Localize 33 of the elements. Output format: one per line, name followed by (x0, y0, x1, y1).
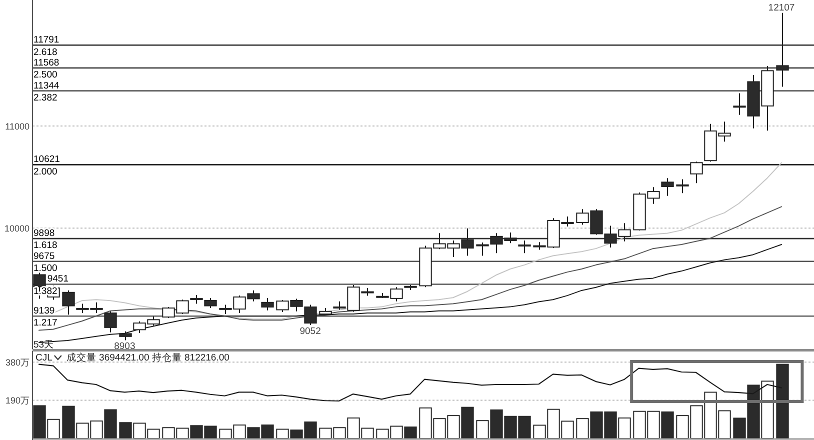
ref-line-label: 11791 (34, 34, 60, 46)
annotation: 1.500 (34, 262, 58, 274)
y-tick-label: 190万 (5, 396, 30, 406)
candlestick (204, 298, 217, 309)
candlestick (62, 290, 75, 316)
ref-line-label: 11344 (34, 80, 60, 92)
ref-line-label: 9675 (34, 250, 55, 262)
annotation: 2.500 (34, 70, 58, 81)
ref-line-label: 11568 (34, 57, 60, 68)
chart-subtitle: 成交量 3694421.00 持仓量 812216.00 (66, 352, 230, 364)
annotation: 2.382 (34, 92, 58, 104)
annotation: 12107 (768, 2, 795, 14)
candlestick (476, 242, 489, 256)
chart-title: CJL (36, 352, 52, 364)
y-tick-label: 10000 (4, 223, 30, 234)
annotation: 1.618 (34, 240, 58, 252)
candlestick (261, 298, 274, 311)
candlestick (104, 310, 117, 333)
y-tick-label: 11000 (5, 121, 30, 132)
annotation: 2.000 (34, 166, 58, 178)
annotation: 9052 (300, 326, 321, 337)
ref-line-label: 9898 (34, 228, 55, 240)
ref-line-label: 9139 (34, 306, 55, 317)
annotation: 8903 (114, 341, 136, 352)
ref-line-label: 10621 (34, 154, 60, 166)
y-tick-label: 380万 (5, 357, 30, 368)
annotation: 53天 (34, 340, 54, 350)
candlestick (661, 178, 674, 196)
annotation: 2.618 (34, 46, 58, 58)
candlestick (676, 178, 689, 194)
ref-line-label: 9451 (47, 274, 68, 285)
annotation: 1.217 (34, 318, 58, 329)
bar (776, 364, 789, 439)
